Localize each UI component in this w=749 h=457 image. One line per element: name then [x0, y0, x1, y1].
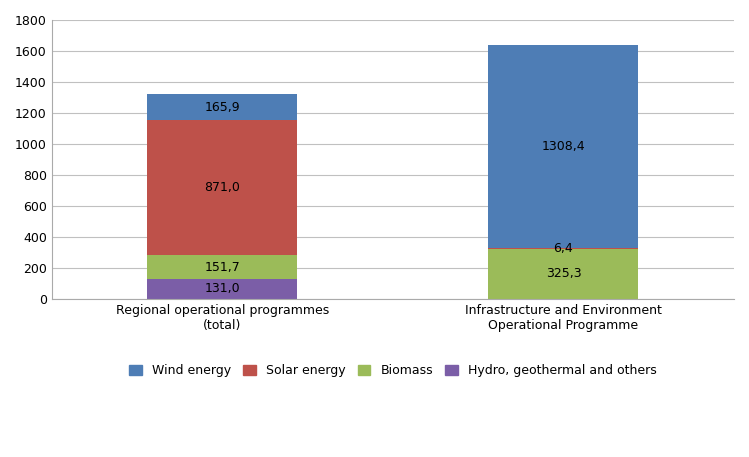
Text: 871,0: 871,0 — [204, 181, 240, 194]
Text: 151,7: 151,7 — [204, 260, 240, 273]
Text: 6,4: 6,4 — [554, 242, 573, 255]
Legend: Wind energy, Solar energy, Biomass, Hydro, geothermal and others: Wind energy, Solar energy, Biomass, Hydr… — [124, 359, 661, 382]
Text: 131,0: 131,0 — [204, 282, 240, 295]
Text: 1308,4: 1308,4 — [542, 140, 585, 153]
Text: 165,9: 165,9 — [204, 101, 240, 114]
Bar — [148, 255, 297, 279]
Bar — [488, 45, 638, 248]
Text: 325,3: 325,3 — [545, 267, 581, 280]
Bar — [488, 249, 638, 299]
Bar — [148, 279, 297, 299]
Bar — [148, 120, 297, 255]
Bar — [488, 248, 638, 249]
Bar — [148, 95, 297, 120]
